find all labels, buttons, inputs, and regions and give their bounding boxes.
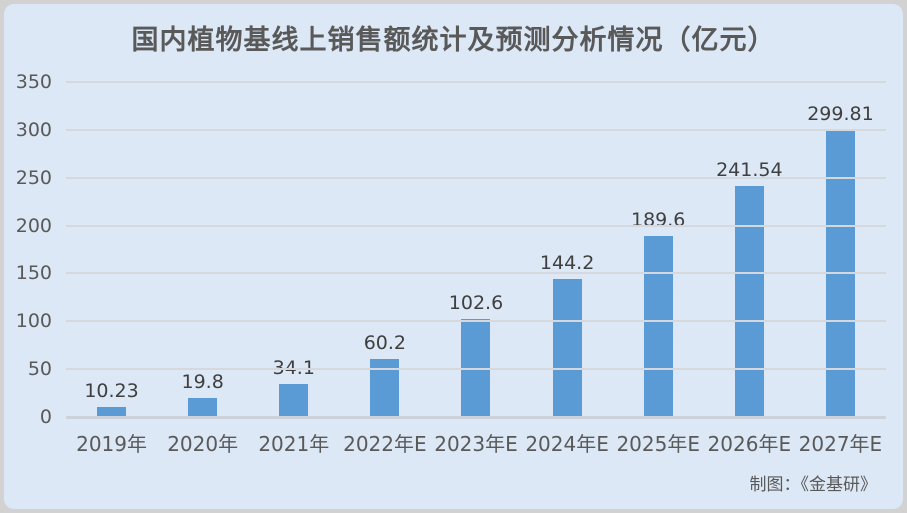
- bar-column: 144.2: [522, 82, 613, 417]
- x-tick-label: 2027年E: [798, 432, 883, 456]
- x-axis: 2019年 2020年 2021年 2022年E 2023年E 2024年E 2025年E 2…: [66, 428, 886, 457]
- x-tick-label: 2025年E: [616, 432, 700, 456]
- bar-data-label: 189.6: [631, 208, 686, 231]
- bar-column: 241.54: [704, 82, 795, 417]
- bar-column: 102.6: [430, 82, 521, 417]
- gridline: [66, 272, 886, 275]
- x-tick-label: 2022年E: [343, 432, 427, 456]
- gridline: [66, 128, 886, 131]
- bar-column: 299.81: [795, 82, 886, 417]
- chart-title: 国内植物基线上销售额统计及预测分析情况（亿元）: [131, 25, 776, 56]
- bar: [97, 407, 127, 417]
- y-tick-label: 350: [15, 71, 52, 93]
- x-tick-label: 2021年: [258, 432, 330, 456]
- bar: [461, 318, 491, 417]
- bar-data-label: 102.6: [448, 291, 504, 314]
- bar: [279, 384, 309, 417]
- gridline: [66, 224, 886, 227]
- y-tick-label: 100: [15, 310, 52, 333]
- gridline: [66, 176, 886, 179]
- plot-area: 10.23 19.8 34.1 60.2 102.6 144.2 189.6 241.54 29…: [66, 81, 886, 419]
- bar-column: 10.23: [66, 82, 157, 417]
- bar-data-label: 10.23: [84, 380, 139, 403]
- gridline: [66, 320, 886, 323]
- gridline: [66, 81, 886, 83]
- bar-data-label: 144.2: [539, 251, 595, 274]
- y-axis: 0 50 100 150 200 250 300 350: [4, 71, 58, 428]
- x-tick-label: 2019年: [76, 432, 147, 456]
- bar: [188, 398, 218, 417]
- bar-data-label: 19.8: [181, 371, 224, 394]
- x-tick-label: 2020年: [167, 432, 239, 456]
- bar-column: 19.8: [157, 82, 248, 417]
- bar-column: 189.6: [613, 82, 704, 417]
- bar-column: 34.1: [248, 82, 339, 417]
- x-tick-label: 2026年E: [707, 432, 792, 456]
- bar: [552, 278, 582, 417]
- chart-panel: 国内植物基线上销售额统计及预测分析情况（亿元） 0 50 100 150 200 250 3…: [4, 4, 903, 509]
- x-axis-baseline: [66, 416, 886, 419]
- y-tick-label: 300: [15, 118, 52, 141]
- y-tick-label: 50: [27, 358, 52, 381]
- bar-data-label: 60.2: [363, 332, 407, 355]
- bar-data-label: 299.81: [807, 103, 874, 126]
- y-tick-label: 200: [15, 214, 52, 237]
- bar-column: 60.2: [339, 82, 430, 417]
- credit-text: 制图：《金基研》: [749, 475, 878, 495]
- bars-container: 10.23 19.8 34.1 60.2 102.6 144.2 189.6 241.54 29…: [66, 82, 886, 417]
- y-tick-label: 150: [15, 262, 52, 285]
- y-tick-label: 0: [39, 406, 52, 428]
- x-tick-label: 2024年E: [525, 432, 609, 456]
- bar-data-label: 241.54: [716, 158, 783, 181]
- gridline: [66, 368, 886, 371]
- bar: [734, 185, 764, 417]
- bar: [643, 235, 673, 417]
- y-tick-label: 250: [15, 166, 52, 189]
- x-tick-label: 2023年E: [434, 432, 518, 456]
